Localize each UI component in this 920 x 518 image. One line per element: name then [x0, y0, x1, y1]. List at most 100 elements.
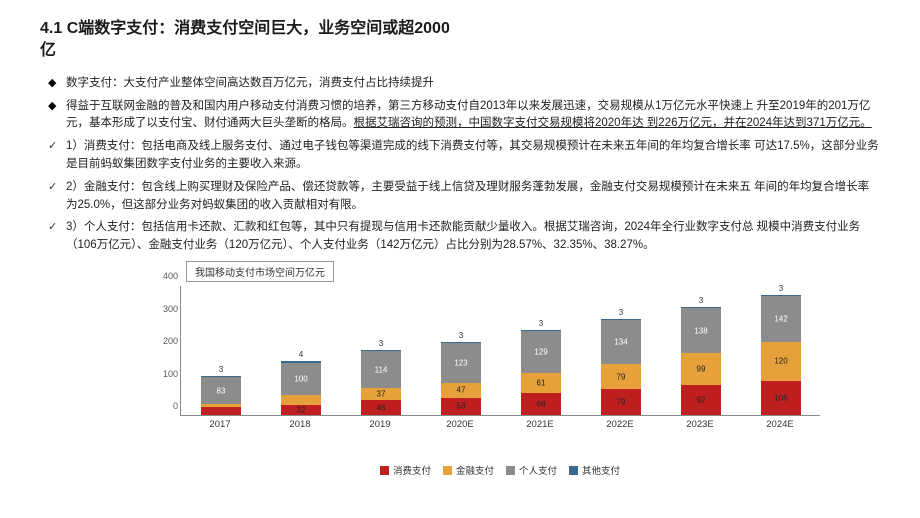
bar-segment: 53 — [441, 398, 481, 415]
bar-segment: 123 — [441, 343, 481, 383]
bar-group: 31389992 — [681, 307, 721, 415]
bar-segment: 100 — [281, 363, 321, 396]
y-tick-label: 100 — [163, 369, 178, 379]
bar-segment: 32 — [281, 405, 321, 415]
title-line-1: 4.1 C端数字支付：消费支付空间巨大，业务空间或超2000 — [40, 20, 450, 37]
legend-label: 个人支付 — [519, 463, 557, 477]
bar-segment: 99 — [681, 353, 721, 385]
x-tick-label: 2018 — [270, 419, 330, 430]
segment-value-label: 129 — [521, 348, 561, 357]
legend-item: 个人支付 — [506, 463, 557, 477]
segment-value-label: 106 — [761, 393, 801, 402]
y-tick-label: 300 — [163, 304, 178, 314]
bar-group: 31296168 — [521, 330, 561, 415]
bar-segment: 129 — [521, 331, 561, 373]
segment-value-label: 68 — [521, 400, 561, 409]
bar-segment: 138 — [681, 308, 721, 353]
segment-value-label: 53 — [441, 402, 481, 411]
legend-swatch — [380, 466, 389, 475]
segment-value-label: 138 — [681, 326, 721, 335]
bullet-text: 得益于互联网金融的普及和国内用户移动支付消费习惯的培养，第三方移动支付自2013… — [66, 98, 880, 134]
legend-label: 其他支付 — [582, 463, 620, 477]
legend-item: 金融支付 — [443, 463, 494, 477]
segment-value-label: 92 — [681, 396, 721, 405]
bar-segment: 114 — [361, 351, 401, 388]
segment-value-label: 47 — [441, 386, 481, 395]
segment-value-label: 4 — [281, 350, 321, 359]
segment-value-label: 134 — [601, 337, 641, 346]
x-axis-labels: 2017201820192020E2021E2022E2023E2024E — [180, 419, 820, 433]
chart-area: 0100200300400 38392441002932311437463123… — [180, 286, 820, 441]
bar-segment: 83 — [201, 377, 241, 404]
segment-value-label: 99 — [681, 365, 721, 374]
legend-label: 金融支付 — [456, 463, 494, 477]
bar-segment: 37 — [361, 388, 401, 400]
segment-value-label: 3 — [761, 284, 801, 293]
x-tick-label: 2021E — [510, 419, 570, 430]
bullet-item: ✓3）个人支付：包括信用卡还款、汇款和红包等，其中只有提现与信用卡还款能贡献少量… — [48, 219, 880, 255]
segment-value-label: 123 — [441, 358, 481, 367]
bullet-marker: ◆ — [48, 98, 66, 115]
bullet-item: ◆数字支付：大支付产业整体空间高达数百万亿元，消费支付占比持续提升 — [48, 75, 880, 93]
segment-value-label: 114 — [361, 365, 401, 374]
bar-group: 31347979 — [601, 319, 641, 415]
bar-segment: 47 — [441, 383, 481, 398]
bar-group: 31234753 — [441, 342, 481, 415]
segment-value-label: 32 — [281, 405, 321, 414]
x-tick-label: 2022E — [590, 419, 650, 430]
x-tick-label: 2017 — [190, 419, 250, 430]
bullet-marker: ✓ — [48, 138, 66, 155]
bar-group: 383924 — [201, 376, 241, 415]
segment-value-label: 3 — [441, 331, 481, 340]
bar-group: 3142120106 — [761, 295, 801, 416]
segment-value-label: 3 — [601, 308, 641, 317]
bar-segment: 142 — [761, 296, 801, 342]
bar-segment: 92 — [681, 385, 721, 415]
legend-label: 消费支付 — [393, 463, 431, 477]
y-axis: 0100200300400 — [156, 286, 180, 416]
segment-value-label: 120 — [761, 357, 801, 366]
legend-swatch — [506, 466, 515, 475]
bar-segment: 46 — [361, 400, 401, 415]
bar-group: 41002932 — [281, 361, 321, 415]
segment-value-label: 142 — [761, 314, 801, 323]
legend-item: 其他支付 — [569, 463, 620, 477]
segment-value-label: 3 — [521, 319, 561, 328]
chart-legend: 消费支付 金融支付 个人支付 其他支付 — [180, 463, 820, 478]
segment-value-label: 3 — [681, 296, 721, 305]
bar-segment: 79 — [601, 389, 641, 415]
y-tick-label: 0 — [173, 401, 178, 411]
segment-value-label: 100 — [281, 375, 321, 384]
bar-segment: 68 — [521, 393, 561, 415]
chart-title: 我国移动支付市场空间万亿元 — [186, 261, 334, 282]
segment-value-label: 79 — [601, 372, 641, 381]
bullet-item: ◆得益于互联网金融的普及和国内用户移动支付消费习惯的培养，第三方移动支付自201… — [48, 98, 880, 134]
segment-value-label: 3 — [201, 365, 241, 374]
title-line-2: 亿 — [40, 42, 56, 59]
bullet-text: 数字支付：大支付产业整体空间高达数百万亿元，消费支付占比持续提升 — [66, 75, 880, 93]
legend-swatch — [443, 466, 452, 475]
x-tick-label: 2020E — [430, 419, 490, 430]
x-tick-label: 2023E — [670, 419, 730, 430]
bar-segment: 106 — [761, 381, 801, 415]
bullet-text: 2）金融支付：包含线上购买理财及保险产品、偿还贷款等，主要受益于线上信贷及理财服… — [66, 179, 880, 215]
legend-item: 消费支付 — [380, 463, 431, 477]
bullet-text: 1）消费支付：包括电商及线上服务支付、通过电子钱包等渠道完成的线下消费支付等，其… — [66, 138, 880, 174]
segment-value-label: 61 — [521, 379, 561, 388]
y-tick-label: 400 — [163, 271, 178, 281]
chart-container: 我国移动支付市场空间万亿元 0100200300400 383924410029… — [180, 261, 820, 478]
bullet-item: ✓2）金融支付：包含线上购买理财及保险产品、偿还贷款等，主要受益于线上信贷及理财… — [48, 179, 880, 215]
bullet-list: ◆数字支付：大支付产业整体空间高达数百万亿元，消费支付占比持续提升◆得益于互联网… — [48, 75, 880, 255]
bar-segment: 24 — [201, 407, 241, 415]
segment-value-label: 79 — [601, 398, 641, 407]
segment-value-label: 3 — [361, 339, 401, 348]
x-tick-label: 2024E — [750, 419, 810, 430]
bullet-item: ✓1）消费支付：包括电商及线上服务支付、通过电子钱包等渠道完成的线下消费支付等，… — [48, 138, 880, 174]
bar-segment: 134 — [601, 320, 641, 364]
bar-segment: 29 — [281, 395, 321, 404]
segment-value-label: 46 — [361, 403, 401, 412]
legend-swatch — [569, 466, 578, 475]
bullet-marker: ◆ — [48, 75, 66, 92]
bar-group: 31143746 — [361, 350, 401, 415]
page-title: 4.1 C端数字支付：消费支付空间巨大，业务空间或超2000 亿 — [40, 18, 880, 63]
